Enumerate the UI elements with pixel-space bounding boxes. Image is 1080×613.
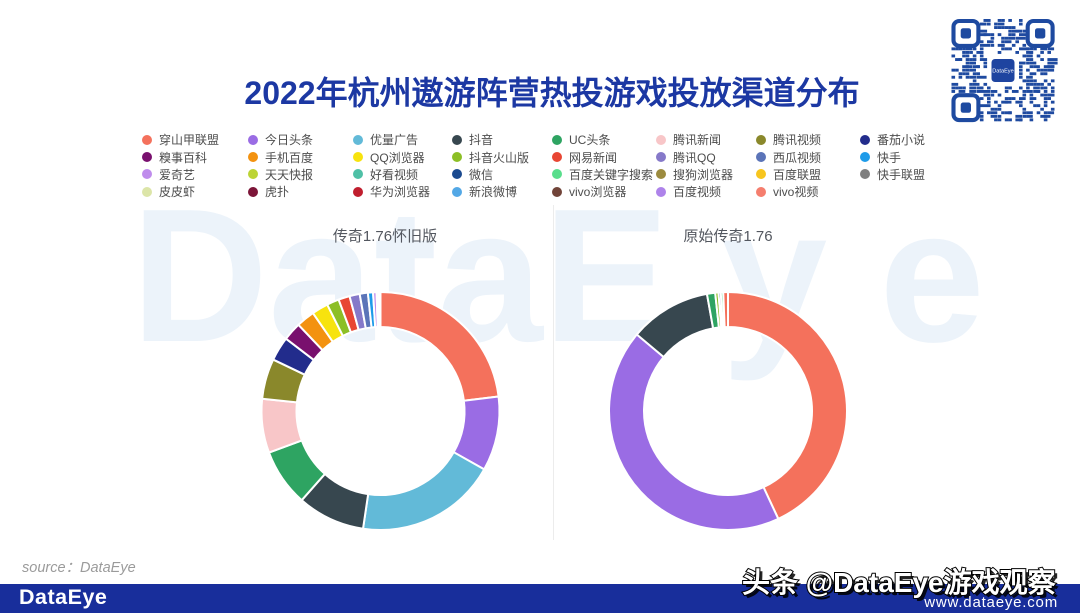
svg-text:DataEye: DataEye <box>992 69 1013 75</box>
